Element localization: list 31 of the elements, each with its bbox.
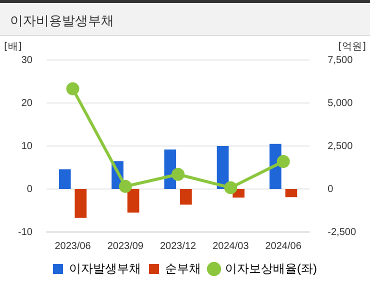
legend-label: 이자보상배율(좌) (225, 261, 318, 276)
y-tick-label: 30 (21, 54, 33, 66)
x-tick-label: 2024/06 (265, 240, 302, 252)
y2-tick-label: -2,500 (328, 226, 356, 238)
y-tick-label: 10 (21, 140, 33, 152)
x-tick-label: 2023/12 (160, 240, 197, 252)
chart-title: 이자비용발생부채 (0, 0, 370, 36)
y-tick-label: 0 (26, 184, 33, 195)
bar (74, 189, 87, 218)
bar (58, 169, 71, 189)
y-tick-label: 20 (21, 98, 33, 109)
point (172, 168, 185, 181)
y-axis-title: [배] (4, 42, 22, 53)
x-tick-label: 2023/06 (54, 240, 92, 252)
y-tick-label: -10 (18, 226, 33, 238)
point (276, 154, 290, 168)
x-tick-label: 2023/09 (107, 240, 144, 252)
x-tick-label: 2024/03 (212, 240, 250, 252)
legend-label: 이자발생부채 (69, 261, 142, 276)
bar (285, 189, 298, 198)
point (66, 82, 80, 96)
bar (127, 189, 140, 213)
point (118, 180, 132, 193)
y2-tick-label: 0 (328, 184, 334, 195)
legend-label: 순부채 (165, 261, 202, 276)
bar (180, 189, 192, 205)
y2-tick-label: 5,000 (328, 98, 354, 109)
y2-axis-title: [억원] (338, 42, 366, 53)
point (224, 181, 238, 194)
y2-tick-label: 7,500 (328, 54, 354, 66)
y2-tick-label: 2,500 (328, 140, 354, 152)
